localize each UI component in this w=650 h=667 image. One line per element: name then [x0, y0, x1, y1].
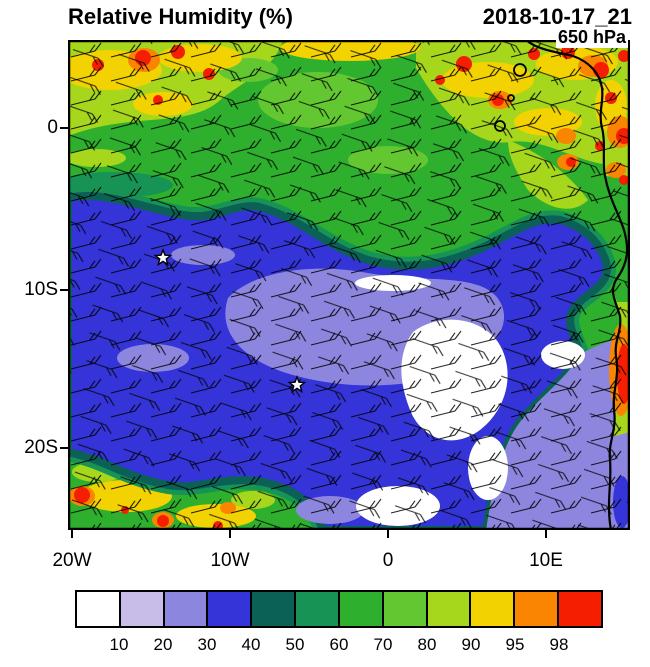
y-tick-label: 10S: [24, 279, 58, 300]
x-tick: [387, 530, 389, 538]
y-tick-label: 20S: [24, 437, 58, 458]
colorbar-label: 10: [109, 635, 129, 654]
colorbar-cell: [162, 592, 207, 626]
colorbar-cell: [557, 592, 601, 626]
colorbar-cell: [337, 592, 382, 626]
x-tick-label: 10E: [529, 550, 563, 571]
colorbar-label: 98: [549, 635, 569, 654]
y-tick: [60, 447, 68, 449]
colorbar-cell: [469, 592, 514, 626]
colorbar-cell: [425, 592, 470, 626]
x-tick-label: 20W: [52, 550, 92, 571]
colorbar-label: 20: [153, 635, 173, 654]
colorbar-label: 80: [417, 635, 437, 654]
humidity-map: [53, 35, 633, 539]
x-tick: [71, 530, 73, 538]
colorbar-cell: [294, 592, 338, 626]
y-tick: [60, 289, 68, 291]
colorbar-cell: [118, 592, 163, 626]
colorbar-cell: [513, 592, 558, 626]
x-tick-label: 0: [382, 550, 394, 571]
colorbar-label: 30: [197, 635, 217, 654]
valid-datetime: 2018-10-17_21: [482, 4, 632, 29]
y-tick-label: 0: [47, 117, 58, 138]
y-tick: [60, 127, 68, 129]
colorbar-cell: [77, 592, 119, 626]
x-tick: [229, 530, 231, 538]
colorbar-label: 90: [461, 635, 481, 654]
map-canvas: [53, 35, 633, 539]
map-border: [67, 39, 631, 531]
colorbar-label: 50: [285, 635, 305, 654]
colorbar: [75, 590, 603, 628]
x-tick-label: 10W: [210, 550, 250, 571]
colorbar-label: 40: [241, 635, 261, 654]
chart-title: Relative Humidity (%): [68, 4, 293, 29]
colorbar-label: 70: [373, 635, 393, 654]
x-tick: [545, 530, 547, 538]
colorbar-cell: [206, 592, 251, 626]
colorbar-cell: [381, 592, 426, 626]
pressure-level: 650 hPa: [555, 27, 628, 48]
colorbar-label: 60: [329, 635, 349, 654]
wind-barbs-overlay: [68, 40, 630, 530]
colorbar-label: 95: [505, 635, 525, 654]
colorbar-cell: [250, 592, 295, 626]
